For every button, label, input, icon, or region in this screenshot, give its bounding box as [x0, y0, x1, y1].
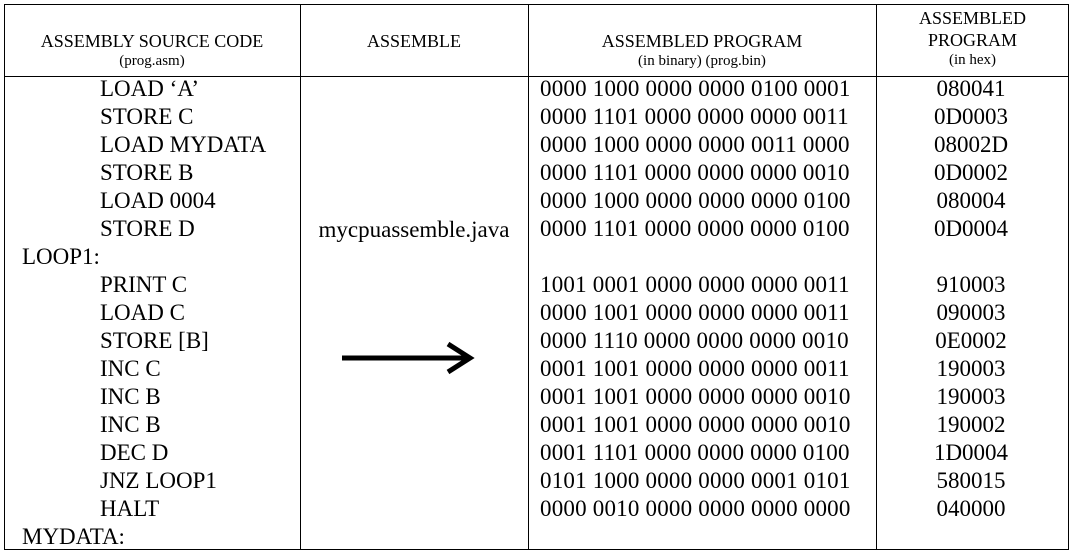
source-instruction: HALT	[100, 496, 160, 521]
binary-cell: 0000 1101 0000 0000 0000 0011	[540, 104, 849, 129]
header-source-title: ASSEMBLY SOURCE CODE	[40, 31, 264, 51]
source-instruction: PRINT C	[100, 272, 188, 297]
source-instruction: LOAD ‘A’	[100, 76, 200, 101]
hex-cell: 08002D	[933, 132, 1009, 157]
assembler-tool-name: mycpuassemble.java	[318, 217, 510, 242]
hex-cell: 190003	[936, 356, 1006, 381]
header-hex-title2: PROGRAM	[927, 30, 1018, 50]
header-binary-title: ASSEMBLED PROGRAM	[601, 31, 803, 51]
source-instruction: INC B	[100, 384, 161, 409]
hex-cell: 1D0004	[933, 440, 1009, 465]
binary-cell: 0000 1001 0000 0000 0000 0011	[540, 300, 850, 325]
binary-cell: 0000 0010 0000 0000 0000 0000	[540, 496, 851, 521]
header-binary-sub: (in binary) (prog.bin)	[638, 53, 766, 69]
column-divider	[300, 4, 301, 550]
header-source-sub: (prog.asm)	[119, 53, 185, 69]
source-instruction: LOAD C	[100, 300, 185, 325]
header-hex-sub: (in hex)	[948, 52, 997, 68]
hex-cell: 190002	[936, 412, 1006, 437]
hex-cell: 080004	[936, 188, 1006, 213]
hex-cell: 0D0003	[933, 104, 1009, 129]
column-divider	[528, 4, 529, 550]
binary-cell: 0000 1110 0000 0000 0000 0010	[540, 328, 849, 353]
column-divider	[876, 4, 877, 550]
hex-cell: 190003	[936, 384, 1006, 409]
hex-cell: 0D0002	[933, 160, 1009, 185]
source-instruction: LOAD 0004	[100, 188, 216, 213]
header-source: ASSEMBLY SOURCE CODE (prog.asm)	[4, 30, 300, 71]
header-divider	[4, 76, 1069, 77]
header-assemble-title: ASSEMBLE	[366, 31, 462, 51]
binary-cell: 0000 1000 0000 0000 0011 0000	[540, 132, 850, 157]
binary-cell: 0000 1000 0000 0000 0000 0100	[540, 188, 851, 213]
source-instruction: LOAD MYDATA	[100, 132, 267, 157]
header-assemble: ASSEMBLE	[300, 30, 528, 52]
table-frame	[4, 4, 1069, 550]
binary-cell: 1001 0001 0000 0000 0000 0011	[540, 272, 850, 297]
hex-cell: 040000	[936, 496, 1006, 521]
source-instruction: JNZ LOOP1	[100, 468, 217, 493]
header-hex: ASSEMBLED PROGRAM (in hex)	[876, 7, 1069, 70]
hex-cell: 910003	[936, 272, 1006, 297]
hex-cell: 090003	[936, 300, 1006, 325]
arrow-right-icon	[342, 341, 475, 375]
source-instruction: STORE C	[100, 104, 194, 129]
header-binary: ASSEMBLED PROGRAM (in binary) (prog.bin)	[528, 30, 876, 71]
hex-cell: 0D0004	[933, 216, 1009, 241]
binary-cell: 0000 1101 0000 0000 0000 0100	[540, 216, 850, 241]
source-instruction: STORE D	[100, 216, 195, 241]
source-instruction: INC B	[100, 412, 161, 437]
source-instruction: STORE [B]	[100, 328, 209, 353]
binary-cell: 0000 1000 0000 0000 0100 0001	[540, 76, 851, 101]
source-label: MYDATA:	[22, 524, 125, 549]
binary-cell: 0001 1001 0000 0000 0000 0011	[540, 356, 850, 381]
binary-cell: 0001 1101 0000 0000 0000 0100	[540, 440, 850, 465]
header-hex-title1: ASSEMBLED	[918, 8, 1026, 28]
binary-cell: 0000 1101 0000 0000 0000 0010	[540, 160, 850, 185]
hex-cell: 0E0002	[935, 328, 1007, 353]
binary-cell: 0101 1000 0000 0000 0001 0101	[540, 468, 851, 493]
source-label: LOOP1:	[22, 244, 100, 269]
binary-cell: 0001 1001 0000 0000 0000 0010	[540, 412, 851, 437]
source-instruction: INC C	[100, 356, 161, 381]
hex-cell: 580015	[936, 468, 1006, 493]
source-instruction: DEC D	[100, 440, 169, 465]
binary-cell: 0001 1001 0000 0000 0000 0010	[540, 384, 851, 409]
source-instruction: STORE B	[100, 160, 194, 185]
hex-cell: 080041	[936, 76, 1006, 101]
